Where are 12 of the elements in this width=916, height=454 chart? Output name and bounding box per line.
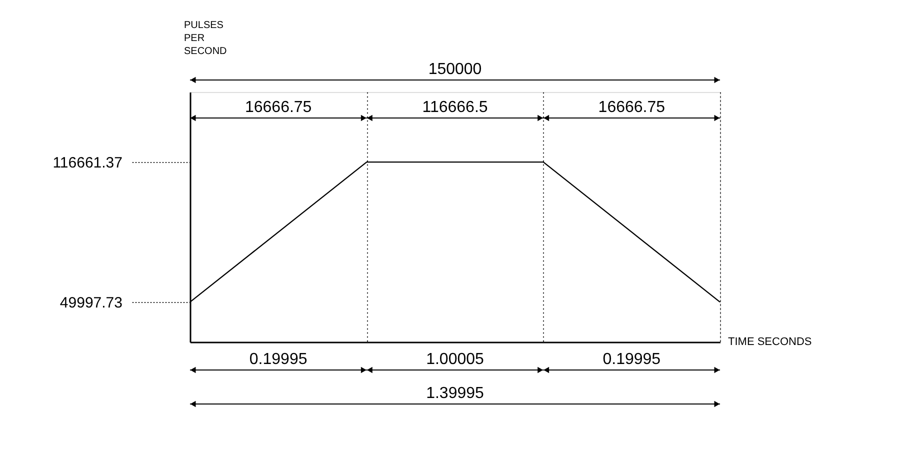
annotation: 116666.5 [422, 99, 488, 116]
text: 1.39995 [426, 385, 484, 402]
text: 0.19995 [602, 351, 661, 368]
x-axis-title: TIME SECONDS [728, 336, 812, 348]
annotation: 16666.75 [244, 99, 312, 116]
y-tick-label: 116661.37 [52, 154, 122, 172]
y-axis-title: PULSES PER SECOND [184, 20, 227, 57]
text: 150000 [428, 61, 482, 78]
text: 0.19995 [249, 351, 308, 368]
y-tick-label: 49997.73 [60, 294, 122, 312]
text: 1.00005 [426, 351, 484, 368]
annotation: 16666.75 [598, 99, 666, 116]
